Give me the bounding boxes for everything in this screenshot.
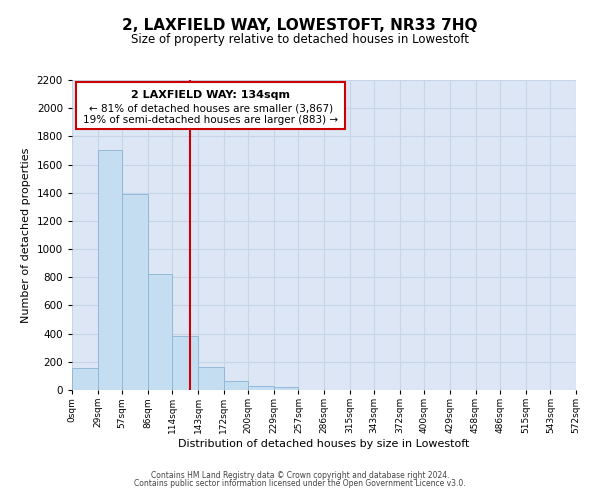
Bar: [198, 368, 224, 390]
FancyBboxPatch shape: [76, 82, 345, 128]
Text: Size of property relative to detached houses in Lowestoft: Size of property relative to detached ho…: [131, 32, 469, 46]
X-axis label: Distribution of detached houses by size in Lowestoft: Distribution of detached houses by size …: [178, 439, 470, 449]
Bar: [98, 150, 122, 390]
Bar: [248, 386, 274, 390]
Bar: [274, 387, 298, 390]
Bar: [224, 381, 248, 390]
Bar: [122, 194, 148, 390]
Bar: [148, 274, 172, 390]
Text: 2 LAXFIELD WAY: 134sqm: 2 LAXFIELD WAY: 134sqm: [131, 90, 290, 100]
Text: 19% of semi-detached houses are larger (883) →: 19% of semi-detached houses are larger (…: [83, 114, 338, 124]
Bar: [72, 368, 98, 390]
Y-axis label: Number of detached properties: Number of detached properties: [21, 148, 31, 322]
Bar: [172, 336, 198, 390]
Text: ← 81% of detached houses are smaller (3,867): ← 81% of detached houses are smaller (3,…: [89, 104, 333, 114]
Text: Contains HM Land Registry data © Crown copyright and database right 2024.: Contains HM Land Registry data © Crown c…: [151, 470, 449, 480]
Text: 2, LAXFIELD WAY, LOWESTOFT, NR33 7HQ: 2, LAXFIELD WAY, LOWESTOFT, NR33 7HQ: [122, 18, 478, 32]
Text: Contains public sector information licensed under the Open Government Licence v3: Contains public sector information licen…: [134, 479, 466, 488]
